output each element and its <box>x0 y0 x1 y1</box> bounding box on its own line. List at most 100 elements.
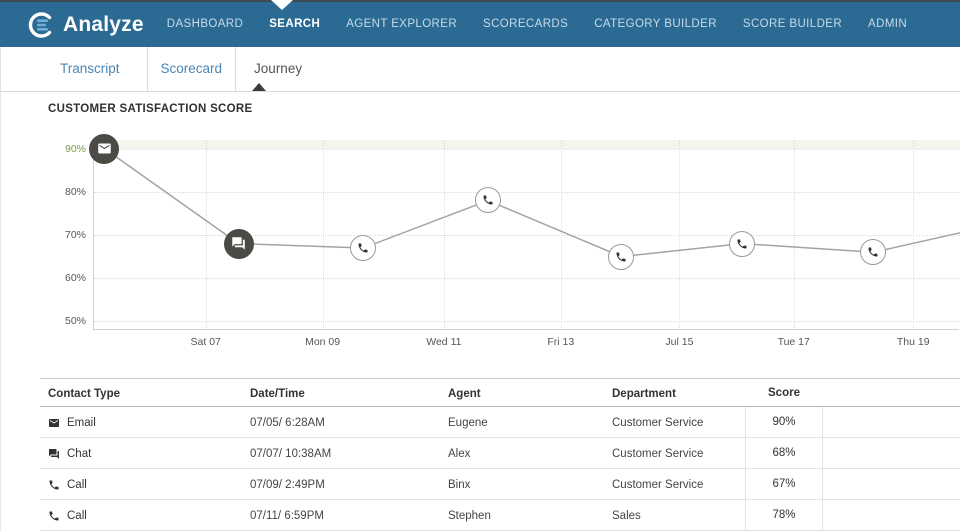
target-zone-band <box>94 140 960 149</box>
tab-scorecard[interactable]: Scorecard <box>148 47 237 91</box>
x-axis-label: Fri 13 <box>547 336 575 348</box>
search-tab-bar: Transcript Scorecard Journey <box>0 47 960 92</box>
col-agent: Agent <box>448 387 481 400</box>
y-gridline <box>94 148 960 150</box>
nav-item-agent-explorer[interactable]: AGENT EXPLORER <box>346 18 458 30</box>
table-header-row: Contact Type Date/Time Agent Department Scor… <box>40 378 960 407</box>
agent-cell: Binx <box>448 478 471 491</box>
nav-item-score-builder[interactable]: SCORE BUILDER <box>742 18 843 30</box>
tabs: Transcript Scorecard Journey <box>33 47 320 91</box>
y-axis-label: 50% <box>64 315 86 328</box>
email-icon <box>98 143 111 154</box>
department-cell: Customer Service <box>612 416 704 429</box>
score-cell: 68% <box>745 438 823 469</box>
contact-type-cell: Chat <box>40 448 250 460</box>
chart-point[interactable] <box>89 133 120 164</box>
department-cell: Sales <box>612 509 641 522</box>
email-icon <box>49 418 59 427</box>
y-axis-label: 90% <box>64 142 86 155</box>
table-row[interactable]: Chat 07/07/ 10:38AM Alex Customer Service 68… <box>40 438 960 469</box>
y-gridline <box>94 191 960 193</box>
nav-item-category-builder[interactable]: CATEGORY BUILDER <box>594 18 717 30</box>
x-gridline <box>560 140 562 330</box>
chart-point[interactable] <box>608 243 635 270</box>
phone-icon <box>616 252 626 262</box>
y-gridline <box>94 278 960 280</box>
nav-items: DASHBOARD SEARCH AGENT EXPLORER SCORECARDS C… <box>154 2 920 47</box>
window-top-edge <box>0 0 960 2</box>
x-axis-label: Mon 09 <box>305 336 341 348</box>
phone-icon <box>49 480 59 489</box>
chart-point[interactable] <box>728 230 755 257</box>
agent-cell: Stephen <box>448 509 491 522</box>
customer-satisfaction-chart: 90% 80% 70% 60% 50% Sat 07 Mon 09 Wed 11 Fri 13 J… <box>65 133 960 348</box>
x-axis-label: Thu 19 <box>896 336 930 348</box>
agent-cell: Alex <box>448 447 471 460</box>
tab-journey[interactable]: Journey <box>254 61 303 76</box>
col-department: Department <box>612 387 676 400</box>
chart-point[interactable] <box>475 187 502 214</box>
col-contact-type: Contact Type <box>48 387 120 400</box>
datetime-cell: 07/07/ 10:38AM <box>250 447 332 460</box>
col-datetime: Date/Time <box>250 387 305 400</box>
y-axis-label: 80% <box>64 185 86 198</box>
agent-cell: Eugene <box>448 416 488 429</box>
tab-transcript[interactable]: Transcript <box>33 47 148 91</box>
table-row[interactable]: Email 07/05/ 6:28AM Eugene Customer Service… <box>40 407 960 438</box>
nav-item-admin[interactable]: ADMIN <box>868 18 908 30</box>
datetime-cell: 07/09/ 2:49PM <box>250 478 325 491</box>
score-cell: 67% <box>745 469 823 500</box>
left-border <box>0 92 1 531</box>
y-gridline <box>94 321 960 323</box>
chart-title: CUSTOMER SATISFACTION SCORE <box>48 103 253 115</box>
y-gridline <box>94 235 960 236</box>
x-gridline <box>205 140 207 330</box>
analyze-logo-icon <box>26 10 56 40</box>
col-score: Score <box>768 387 800 399</box>
score-cell: 90% <box>745 407 823 438</box>
phone-icon <box>737 239 747 249</box>
contact-type-label: Call <box>67 478 87 491</box>
brand-name: Analyze <box>63 12 144 36</box>
x-axis-label: Tue 17 <box>777 336 810 348</box>
table-row[interactable]: Call 07/09/ 2:49PM Binx Customer Service 67% <box>40 469 960 500</box>
x-gridline <box>679 140 681 330</box>
contact-type-label: Email <box>67 416 96 429</box>
contacts-table: Contact Type Date/Time Agent Department Scor… <box>40 378 960 531</box>
contact-type-label: Call <box>67 509 87 522</box>
department-cell: Customer Service <box>612 478 704 491</box>
chat-icon <box>49 448 59 459</box>
x-gridline <box>793 140 795 330</box>
x-gridline <box>913 140 915 330</box>
nav-item-search[interactable]: SEARCH <box>269 18 321 30</box>
x-axis-label: Sat 07 <box>190 336 221 348</box>
phone-icon <box>483 195 493 205</box>
phone-icon <box>358 243 368 253</box>
x-gridline <box>322 140 324 330</box>
datetime-cell: 07/11/ 6:59PM <box>250 509 324 522</box>
x-gridline <box>443 140 445 330</box>
chart-point[interactable] <box>223 228 254 259</box>
department-cell: Customer Service <box>612 447 704 460</box>
contact-type-cell: Call <box>40 510 250 522</box>
y-axis-label: 70% <box>64 229 86 241</box>
datetime-cell: 07/05/ 6:28AM <box>250 416 325 429</box>
table-row[interactable]: Call 07/11/ 6:59PM Stephen Sales 78% <box>40 500 960 531</box>
x-axis-label: Wed 11 <box>426 336 462 348</box>
nav-item-scorecards[interactable]: SCORECARDS <box>483 18 569 30</box>
contact-type-label: Chat <box>67 447 92 460</box>
chart-point[interactable] <box>350 234 377 261</box>
phone-icon <box>868 247 878 257</box>
brand-logo[interactable]: Analyze <box>26 10 144 40</box>
x-axis-label: Jul 15 <box>665 336 694 348</box>
contact-type-cell: Call <box>40 479 250 491</box>
chart-point[interactable] <box>860 239 887 266</box>
nav-item-dashboard[interactable]: DASHBOARD <box>166 18 244 30</box>
y-axis-label: 60% <box>64 272 86 285</box>
main-nav: Analyze DASHBOARD SEARCH AGENT EXPLORER SCO… <box>0 2 960 47</box>
active-tab-caret-icon <box>252 83 266 91</box>
chat-icon <box>232 237 245 250</box>
score-cell: 78% <box>745 500 823 531</box>
phone-icon <box>49 511 59 520</box>
score-trend-line <box>103 147 960 258</box>
